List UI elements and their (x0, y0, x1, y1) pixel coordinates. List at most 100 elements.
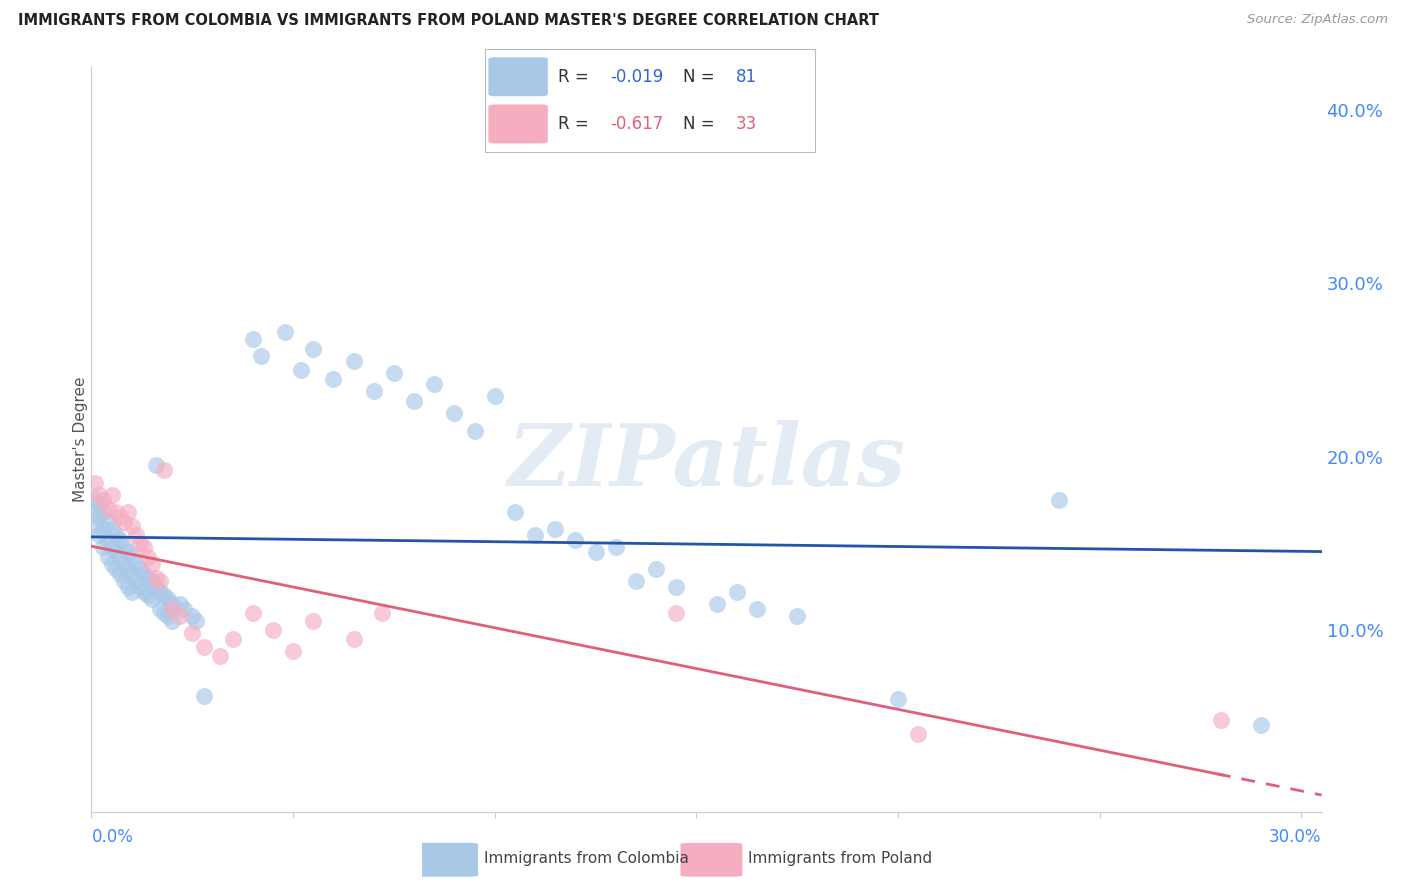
Point (181, 609, 204, 624)
Point (100, 540, 122, 554)
Text: Source: ZipAtlas.com: Source: ZipAtlas.com (1247, 13, 1388, 27)
Point (84, 505, 107, 519)
Point (93, 522, 115, 536)
Point (186, 614, 208, 628)
Text: 30.0%: 30.0% (1270, 828, 1322, 846)
Point (117, 562, 139, 576)
Point (564, 533, 586, 547)
Point (1250, 718, 1272, 732)
Text: Immigrants from Poland: Immigrants from Poland (748, 851, 932, 866)
Point (93, 540, 115, 554)
Point (281, 643, 304, 657)
Text: Immigrants from Colombia: Immigrants from Colombia (484, 851, 689, 866)
Point (125, 557, 148, 571)
Text: 33: 33 (737, 115, 758, 133)
Point (193, 640, 215, 655)
Point (1209, 713, 1232, 727)
Point (404, 394, 426, 409)
Point (193, 689, 215, 703)
Point (84, 475, 107, 490)
Point (112, 574, 135, 589)
Point (363, 384, 385, 398)
Point (149, 602, 172, 616)
Point (153, 588, 176, 602)
Text: 81: 81 (737, 68, 758, 86)
Point (121, 584, 143, 599)
Point (132, 540, 155, 554)
Point (89, 527, 111, 541)
Point (121, 567, 143, 582)
Point (605, 540, 627, 554)
Text: N =: N = (683, 115, 720, 133)
Text: ZIPatlas: ZIPatlas (508, 420, 905, 503)
Point (89, 510, 111, 524)
Point (221, 632, 243, 646)
Point (125, 574, 148, 589)
Point (149, 574, 172, 589)
Point (96, 550, 118, 565)
Point (108, 550, 131, 565)
Point (524, 527, 547, 541)
FancyBboxPatch shape (488, 104, 548, 144)
Point (121, 519, 143, 533)
Point (160, 614, 183, 628)
Point (132, 584, 155, 599)
Point (100, 522, 122, 536)
Point (302, 614, 325, 628)
Point (96, 501, 118, 516)
Point (136, 571, 159, 585)
Point (1049, 492, 1071, 507)
Point (104, 562, 127, 576)
Point (125, 527, 148, 541)
Point (112, 557, 135, 571)
Y-axis label: Master's Degree: Master's Degree (73, 376, 87, 502)
Point (160, 602, 183, 616)
FancyBboxPatch shape (681, 843, 742, 877)
Point (84, 519, 107, 533)
Point (132, 567, 155, 582)
Point (371, 606, 394, 620)
FancyBboxPatch shape (416, 843, 478, 877)
Point (108, 510, 131, 524)
Point (262, 623, 284, 637)
Point (624, 574, 647, 589)
Point (117, 580, 139, 594)
Point (322, 372, 344, 386)
Point (173, 602, 195, 616)
FancyBboxPatch shape (488, 57, 548, 96)
Point (145, 458, 167, 473)
Point (484, 389, 506, 403)
Point (100, 557, 122, 571)
Point (108, 567, 131, 582)
Point (84, 492, 107, 507)
Point (128, 580, 150, 594)
Point (141, 591, 163, 606)
Point (169, 609, 191, 624)
Point (100, 488, 122, 502)
Text: 0.0%: 0.0% (91, 828, 134, 846)
Point (93, 492, 115, 507)
Point (181, 626, 204, 640)
Point (274, 325, 297, 339)
Point (145, 571, 167, 585)
Point (128, 562, 150, 576)
Point (93, 505, 115, 519)
Point (104, 545, 127, 559)
Text: IMMIGRANTS FROM COLOMBIA VS IMMIGRANTS FROM POLAND MASTER'S DEGREE CORRELATION C: IMMIGRANTS FROM COLOMBIA VS IMMIGRANTS F… (18, 13, 879, 29)
Point (342, 632, 364, 646)
Point (160, 597, 183, 611)
Point (242, 606, 264, 620)
Point (745, 602, 768, 616)
Point (665, 580, 688, 594)
Point (136, 588, 159, 602)
Point (887, 692, 910, 706)
Text: -0.617: -0.617 (610, 115, 664, 133)
Point (141, 574, 163, 589)
Point (153, 463, 176, 477)
Point (96, 516, 118, 530)
Point (117, 505, 139, 519)
Text: N =: N = (683, 68, 720, 86)
Text: R =: R = (558, 115, 593, 133)
Point (157, 591, 180, 606)
Point (503, 505, 526, 519)
